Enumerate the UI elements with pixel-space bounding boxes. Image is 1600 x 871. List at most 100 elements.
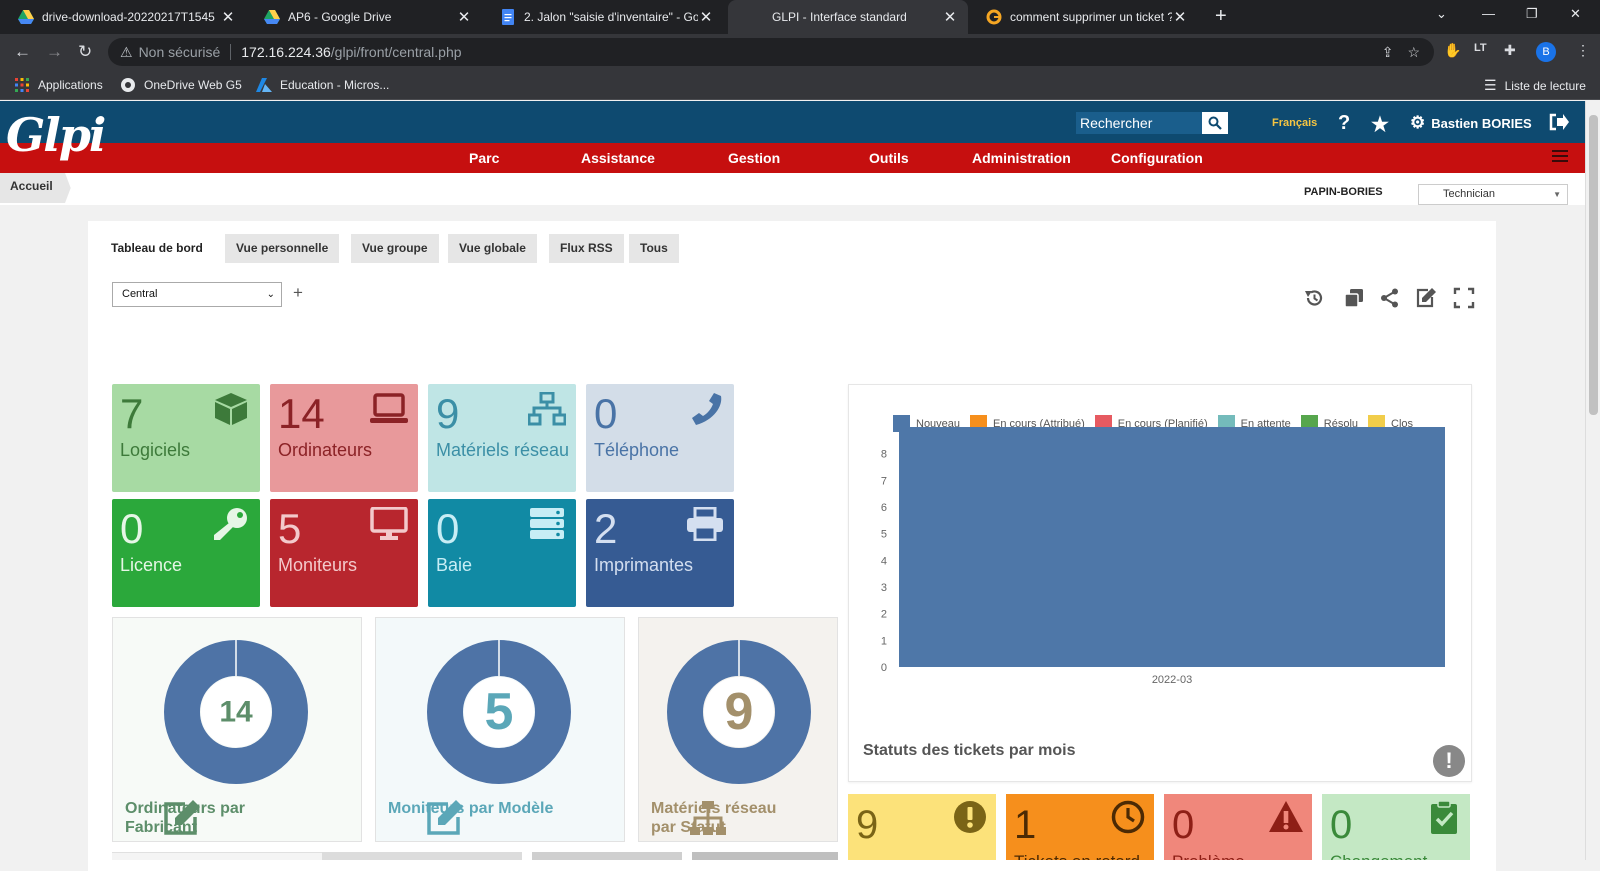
extension-lt-icon[interactable]: LT (1474, 42, 1487, 54)
tab-search-icon[interactable]: ⌄ (1436, 6, 1447, 21)
bookmark-star-icon[interactable]: ☆ (1407, 43, 1420, 60)
reload-icon[interactable]: ↻ (78, 42, 93, 61)
menu-administration[interactable]: Administration (972, 150, 1071, 166)
tab-vue-globale[interactable]: Vue globale (448, 234, 537, 263)
card-changement[interactable]: 0 Changement (1322, 794, 1470, 860)
close-icon[interactable]: ✕ (699, 9, 713, 26)
user-menu[interactable]: ⚙ Bastien BORIES (1410, 113, 1532, 133)
cube-icon (215, 393, 247, 425)
fullscreen-icon[interactable] (1453, 287, 1475, 309)
close-icon[interactable]: ✕ (1173, 9, 1187, 26)
card-label: Téléphone (594, 440, 680, 460)
card-imprimantes[interactable]: 2 Imprimantes (586, 499, 734, 607)
browser-tab-5[interactable]: comment supprimer un ticket ? / ✕ (968, 0, 1198, 34)
minimize-icon[interactable]: — (1482, 6, 1495, 21)
y-tick-label: 4 (881, 555, 887, 567)
donut-card-moniteurs-modele[interactable]: 5 Moniteurs par Modèle (375, 617, 625, 842)
bookmark-onedrive[interactable]: OneDrive Web G5 (120, 77, 242, 93)
address-field[interactable]: ⚠ Non sécurisé 172.16.224.36 /glpi/front… (108, 38, 1434, 66)
menu-dots-icon[interactable]: ⋮ (1576, 42, 1590, 58)
browser-tab-3[interactable]: 2. Jalon "saisie d'inventaire" - Go ✕ (482, 0, 724, 34)
legend-label: En attente (1240, 417, 1291, 430)
edit-icon[interactable] (1415, 287, 1437, 309)
new-tab-button[interactable]: + (1215, 5, 1227, 27)
card-moniteurs[interactable]: 5 Moniteurs (270, 499, 418, 607)
card-logiciels[interactable]: 7 Logiciels (112, 384, 260, 492)
url-path: /glpi/front/central.php (330, 44, 462, 60)
profile-avatar[interactable]: B (1536, 42, 1556, 62)
menu-configuration[interactable]: Configuration (1111, 150, 1203, 166)
tickets-status-chart-card[interactable]: Nouveau En cours (Attribué) En cours (Plan… (848, 384, 1472, 782)
card-materiels-reseau[interactable]: 9 Matériels réseau (428, 384, 576, 492)
card-value: 9 (436, 390, 460, 437)
tab-title: drive-download-20220217T1545 (42, 10, 215, 24)
divider (230, 44, 232, 60)
widget-stub (532, 852, 682, 860)
back-icon[interactable]: ← (14, 42, 31, 61)
glpi-main-menu (0, 143, 1585, 173)
dashboard-select[interactable]: Central ⌄ (112, 282, 282, 307)
y-tick-label: 3 (881, 582, 887, 594)
card-licence[interactable]: 0 Licence (112, 499, 260, 607)
network-icon (528, 392, 566, 426)
menu-parc[interactable]: Parc (469, 150, 500, 166)
sitemap-icon[interactable] (689, 800, 727, 836)
card-telephone[interactable]: 0 Téléphone (586, 384, 734, 492)
profile-select[interactable]: Technician ▼ (1418, 184, 1568, 205)
edit-icon[interactable] (163, 800, 201, 836)
entity-name[interactable]: PAPIN-BORIES (1304, 186, 1383, 198)
donut-card-materiels-statut[interactable]: 9 Matériels réseau par Statut (638, 617, 838, 842)
menu-outils[interactable]: Outils (869, 150, 909, 166)
bar[interactable] (899, 427, 1445, 667)
browser-tab-2[interactable]: AP6 - Google Drive ✕ (246, 0, 482, 34)
share-icon[interactable] (1379, 287, 1401, 309)
extension-hand-icon[interactable]: ✋ (1444, 42, 1462, 58)
browser-tab-1[interactable]: drive-download-20220217T1545 ✕ (0, 0, 246, 34)
favorites-star-icon[interactable]: ★ (1371, 114, 1389, 136)
restore-icon[interactable]: ❐ (1526, 6, 1538, 21)
bookmark-applications[interactable]: Applications (14, 77, 103, 93)
glpi-logo[interactable]: Glpi (6, 108, 106, 162)
help-icon[interactable]: ? (1338, 112, 1351, 134)
tab-vue-personnelle[interactable]: Vue personnelle (225, 234, 340, 263)
history-icon[interactable] (1303, 287, 1325, 309)
window-close-icon[interactable]: ✕ (1570, 6, 1581, 21)
tab-tableau-de-bord[interactable]: Tableau de bord (100, 234, 214, 263)
breadcrumb[interactable]: Accueil (0, 173, 71, 203)
extensions-puzzle-icon[interactable]: ✚ (1504, 42, 1516, 58)
card-ordinateurs[interactable]: 14 Ordinateurs (270, 384, 418, 492)
tab-tous[interactable]: Tous (629, 234, 679, 263)
logout-icon[interactable] (1549, 113, 1569, 131)
share-icon[interactable]: ⇪ (1381, 43, 1394, 60)
close-icon[interactable]: ✕ (457, 9, 471, 26)
reading-list[interactable]: ☰ Liste de lecture (1484, 77, 1586, 94)
language-selector[interactable]: Français (1272, 117, 1318, 129)
close-icon[interactable]: ✕ (221, 9, 235, 26)
bookmark-label: Applications (38, 78, 103, 92)
browser-tab-active[interactable]: GLPI - Interface standard ✕ (728, 0, 968, 34)
card-probleme[interactable]: 0 Problème (1164, 794, 1312, 860)
menu-assistance[interactable]: Assistance (581, 150, 655, 166)
widget-stub (112, 852, 362, 860)
forward-icon[interactable]: → (46, 42, 63, 61)
card-value: 0 (436, 505, 460, 552)
close-icon[interactable]: ✕ (943, 9, 957, 26)
clone-icon[interactable] (1343, 287, 1365, 309)
scrollbar-thumb[interactable] (1589, 115, 1598, 415)
card-value: 0 (1172, 803, 1195, 847)
search-input[interactable] (1076, 112, 1202, 134)
menu-gestion[interactable]: Gestion (728, 150, 781, 166)
search-button[interactable] (1202, 112, 1228, 134)
donut-card-ordinateurs-fabricant[interactable]: 14 Ordinateurs par Fabricant (112, 617, 362, 842)
edit-icon[interactable] (426, 800, 464, 836)
tab-flux-rss[interactable]: Flux RSS (549, 234, 624, 263)
tab-vue-groupe[interactable]: Vue groupe (351, 234, 439, 263)
bar-chart: 0 1 2 3 4 5 6 7 8 2022-03 (881, 427, 1445, 686)
card-tickets-en-retard[interactable]: 1 Tickets en retard (1006, 794, 1154, 860)
page-scrollbar[interactable] (1585, 101, 1600, 860)
add-dashboard-button[interactable]: + (293, 283, 303, 302)
card-tickets[interactable]: 9 (848, 794, 996, 860)
bookmark-education[interactable]: Education - Micros... (256, 77, 389, 93)
card-baie[interactable]: 0 Baie (428, 499, 576, 607)
hamburger-menu-icon[interactable] (1552, 150, 1568, 164)
